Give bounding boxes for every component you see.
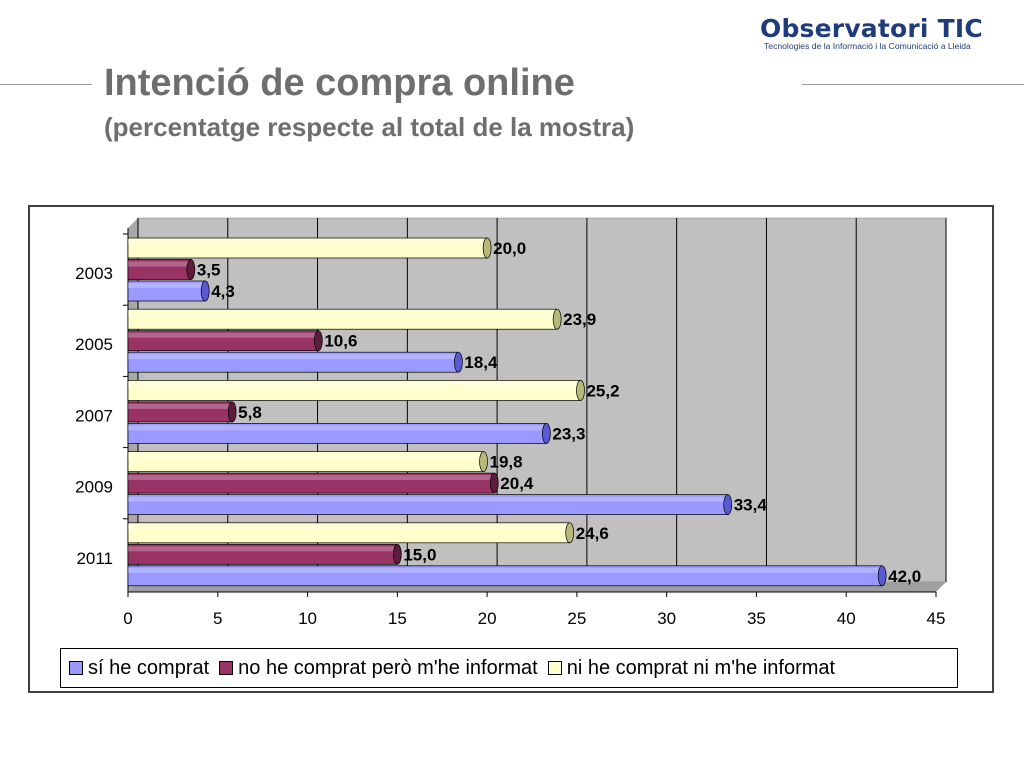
x-tick-label: 45 xyxy=(927,609,946,628)
page-subtitle: (percentatge respecte al total de la mos… xyxy=(104,112,635,142)
bar xyxy=(127,280,210,302)
category-label: 2007 xyxy=(75,406,113,425)
legend-item: ni he comprat ni m'he informat xyxy=(547,656,836,680)
bar-highlight xyxy=(128,283,206,288)
bar-cap xyxy=(479,451,488,472)
bar-cap xyxy=(454,351,463,373)
x-tick-label: 20 xyxy=(478,609,497,628)
bar xyxy=(127,351,463,373)
bar-highlight xyxy=(128,475,495,481)
category-label: 2005 xyxy=(75,335,113,354)
bar xyxy=(127,565,887,587)
x-tick-label: 10 xyxy=(298,609,317,628)
legend-label: no he comprat però m'he informat xyxy=(238,656,538,679)
legend-swatch xyxy=(547,661,562,675)
bar-highlight xyxy=(128,240,488,245)
header-rule-right xyxy=(802,84,1024,85)
bar-highlight xyxy=(128,546,398,552)
data-label: 3,5 xyxy=(197,261,221,280)
bar-cap xyxy=(482,237,492,259)
bar-cap xyxy=(542,423,551,444)
bar xyxy=(127,401,237,423)
category-label: 2011 xyxy=(76,549,113,568)
bar xyxy=(127,259,196,280)
data-label: 23,9 xyxy=(563,310,596,329)
bar-cap xyxy=(313,330,323,352)
x-tick-label: 40 xyxy=(837,609,856,628)
x-tick-label: 5 xyxy=(213,609,222,628)
bar-cap xyxy=(565,522,575,544)
bar-highlight xyxy=(128,382,581,388)
data-label: 33,4 xyxy=(734,496,768,515)
observatori-tic-logo: Observatori TIC Tecnologies de la Inform… xyxy=(760,14,996,51)
bar xyxy=(127,522,575,544)
data-label: 18,4 xyxy=(464,353,498,372)
bar xyxy=(127,330,323,352)
x-tick-label: 35 xyxy=(747,609,766,628)
bar-cap xyxy=(723,494,733,515)
bar-highlight xyxy=(128,524,570,530)
bar-highlight xyxy=(128,496,728,502)
logo-name: Observatori TIC xyxy=(760,14,983,43)
bar-cap xyxy=(186,259,196,280)
data-label: 15,0 xyxy=(403,545,436,564)
bar-highlight xyxy=(128,567,883,573)
bar-cap xyxy=(552,308,562,330)
bar-cap xyxy=(227,401,237,423)
header-rule-left xyxy=(0,84,92,85)
bar-highlight xyxy=(128,453,484,459)
x-tick-label: 30 xyxy=(657,609,676,628)
bar-cap xyxy=(489,472,499,494)
data-label: 20,0 xyxy=(493,239,526,258)
data-label: 20,4 xyxy=(500,474,534,493)
bar-cap xyxy=(877,565,887,587)
legend-label: ni he comprat ni m'he informat xyxy=(566,656,836,679)
legend-item: no he comprat però m'he informat xyxy=(219,657,538,680)
data-label: 4,3 xyxy=(211,282,235,301)
bar-highlight xyxy=(128,403,233,409)
bar xyxy=(127,380,585,401)
legend-item: sí he comprat xyxy=(69,657,209,680)
chart-legend: sí he comprat no he comprat però m'he inf… xyxy=(60,648,958,688)
x-tick-label: 0 xyxy=(123,609,132,628)
page-title: Intenció de compra online xyxy=(104,62,575,104)
data-label: 5,8 xyxy=(238,403,262,422)
bar xyxy=(127,451,488,472)
bar xyxy=(127,543,402,565)
legend-swatch xyxy=(69,661,83,675)
bar-cap xyxy=(200,280,210,302)
x-tick-label: 15 xyxy=(388,609,407,628)
bar xyxy=(127,237,492,259)
data-label: 42,0 xyxy=(888,567,921,586)
bar-cap xyxy=(392,543,402,565)
data-label: 24,6 xyxy=(576,524,609,543)
bar-highlight xyxy=(128,332,319,338)
data-label: 25,2 xyxy=(586,381,619,400)
legend-label: sí he comprat xyxy=(88,656,210,679)
data-label: 10,6 xyxy=(324,332,357,351)
logo-tagline: Tecnologies de la Informació i la Comuni… xyxy=(764,41,971,51)
bar-highlight xyxy=(128,425,547,431)
bar-cap xyxy=(576,380,585,401)
bar xyxy=(127,423,551,444)
bar-highlight xyxy=(128,354,459,360)
category-label: 2009 xyxy=(75,478,113,497)
bar xyxy=(127,472,499,494)
data-label: 19,8 xyxy=(490,453,523,472)
bar xyxy=(127,494,733,515)
category-label: 2003 xyxy=(75,264,113,283)
legend-swatch xyxy=(219,661,234,675)
bar-highlight xyxy=(128,311,558,317)
data-label: 23,3 xyxy=(552,424,585,443)
bar xyxy=(127,308,562,330)
x-tick-label: 25 xyxy=(567,609,586,628)
bar-highlight xyxy=(128,261,191,267)
